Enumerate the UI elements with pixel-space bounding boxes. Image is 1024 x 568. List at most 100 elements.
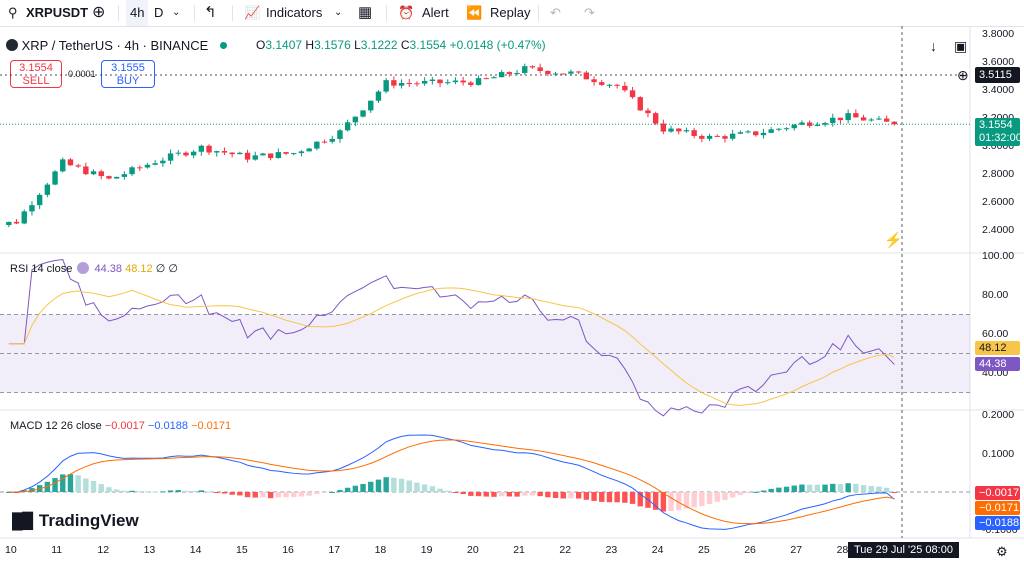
macd-histogram-bar: [198, 490, 205, 492]
interval-d-button[interactable]: D: [154, 5, 164, 20]
lightning-icon[interactable]: ⚡: [884, 232, 903, 249]
candle-body: [498, 72, 505, 78]
time-tick-label: 26: [744, 544, 756, 556]
candle-body: [760, 132, 767, 136]
candle-body: [98, 171, 104, 177]
macd-histogram-bar: [98, 484, 104, 492]
macd-histogram-bar: [729, 492, 736, 498]
macd-histogram-bar: [314, 492, 320, 494]
rsi-settings-icon: [77, 262, 90, 274]
macd-histogram-bar: [429, 486, 436, 492]
candle-body: [13, 221, 20, 224]
undo-icon[interactable]: ↶: [550, 5, 561, 20]
candle-body: [776, 128, 782, 130]
time-tick-label: 23: [605, 544, 618, 556]
rsi-tag: 44.38: [975, 357, 1020, 371]
layouts-grid-icon[interactable]: ▦: [358, 4, 373, 21]
buy-price: 3.1555: [111, 62, 145, 74]
candle-body: [344, 122, 351, 131]
rsi-tick-label: 60.00: [982, 328, 1009, 340]
candle-body: [144, 164, 151, 168]
symbol-logo-icon: [6, 39, 18, 51]
candle-body: [868, 119, 874, 121]
sell-button[interactable]: 3.1554 SELL: [10, 60, 62, 88]
macd-histogram-bar: [360, 483, 366, 492]
settings-gear-icon[interactable]: ⚙: [996, 544, 1008, 559]
macd-hist-tag: −0.0017: [975, 486, 1020, 500]
candle-body: [429, 79, 436, 81]
candle-body: [814, 124, 821, 126]
macd-histogram-bar: [321, 492, 328, 493]
candle-body: [599, 82, 605, 85]
candle-body: [483, 78, 489, 80]
candle-body: [391, 80, 397, 86]
candle-style-icon[interactable]: ↰: [204, 4, 217, 21]
rsi-legend[interactable]: RSI 14 close 44.38 48.12 ∅ ∅: [10, 262, 178, 275]
symbol-title[interactable]: XRP / TetherUS · 4h · BINANCE: [21, 38, 209, 53]
macd-histogram-bar: [206, 491, 212, 493]
tradingview-logo[interactable]: █▉ TradingView: [12, 511, 139, 530]
rsi-ma-line: [8, 287, 895, 406]
sell-label: SELL: [22, 75, 50, 87]
add-alert-plus-icon[interactable]: ⊕: [957, 67, 969, 83]
candle-body: [845, 113, 851, 121]
replay-button[interactable]: Replay: [490, 5, 531, 20]
time-tick-label: 17: [328, 544, 341, 556]
macd-histogram-bar: [129, 490, 135, 492]
alert-button[interactable]: Alert: [422, 5, 449, 20]
candle-body: [360, 110, 366, 117]
symbol-search-button[interactable]: XRPUSDT: [26, 5, 89, 20]
macd-histogram-bar: [460, 492, 466, 495]
macd-histogram-bar: [214, 492, 220, 493]
candle-body: [853, 113, 859, 118]
candle-body: [860, 117, 867, 121]
macd-histogram-bar: [853, 483, 859, 492]
candle-body: [6, 221, 12, 226]
macd-histogram-bar: [830, 483, 836, 492]
arrow-down-icon[interactable]: ↓: [930, 38, 937, 54]
candle-body: [198, 145, 205, 152]
chevron-down-icon[interactable]: ⌄: [334, 7, 343, 18]
candle-body: [52, 171, 58, 185]
price-tick-label: 3.8000: [982, 28, 1015, 40]
search-icon[interactable]: ⚲: [8, 5, 18, 20]
candle-body: [406, 83, 412, 85]
chevron-down-icon[interactable]: ⌄: [172, 7, 181, 18]
candle-body: [83, 166, 89, 175]
candle-body: [252, 155, 258, 160]
candle-body: [614, 84, 620, 86]
compare-add-icon[interactable]: ⊕: [92, 4, 106, 21]
macd-histogram-bar: [783, 486, 790, 492]
market-open-icon: [219, 42, 227, 49]
candle-body: [229, 152, 235, 155]
candle-body: [183, 152, 189, 156]
candle-body: [283, 152, 289, 154]
candle-body: [314, 141, 320, 149]
macd-histogram-bar: [452, 492, 459, 493]
candle-body: [67, 159, 74, 166]
candle-body: [637, 97, 643, 111]
macd-histogram-bar: [791, 485, 797, 492]
macd-histogram-bar: [190, 490, 197, 492]
macd-histogram-bar: [106, 487, 112, 492]
candle-body: [368, 100, 374, 111]
spread-value: 0.0001: [68, 69, 96, 79]
macd-histogram-bar: [583, 492, 590, 500]
price-tick-label: 3.6000: [982, 56, 1015, 68]
macd-histogram-bar: [221, 492, 228, 494]
rsi-pane: [0, 258, 970, 417]
macd-histogram-bar: [652, 492, 659, 510]
time-tick-label: 25: [698, 544, 710, 556]
rsi-ma-value: 48.12: [125, 263, 153, 275]
redo-icon[interactable]: ↷: [584, 5, 595, 20]
indicators-button[interactable]: Indicators: [266, 5, 323, 20]
candle-body: [214, 151, 220, 153]
candle-body: [514, 72, 520, 74]
interval-4h-button[interactable]: 4h: [126, 0, 149, 26]
candle-body: [629, 90, 636, 98]
macd-legend[interactable]: MACD 12 26 close −0.0017 −0.0188 −0.0171: [10, 420, 231, 432]
candle-body: [645, 110, 651, 114]
maximize-icon[interactable]: ▣: [954, 38, 968, 54]
buy-button[interactable]: 3.1555 BUY: [101, 60, 155, 88]
